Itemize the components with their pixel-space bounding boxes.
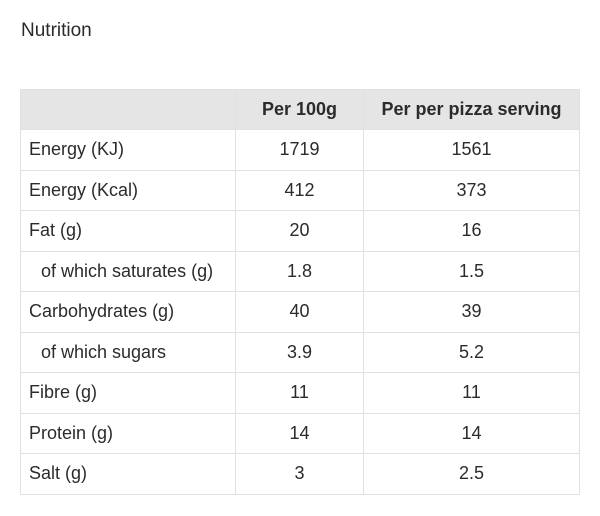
table-row: of which sugars 3.9 5.2 <box>20 331 580 373</box>
nutrient-label: Protein (g) <box>20 412 236 454</box>
value-per-100g: 412 <box>235 169 364 211</box>
value-per-serving: 1.5 <box>363 250 580 292</box>
value-per-serving: 5.2 <box>363 331 580 373</box>
value-per-serving: 1561 <box>363 129 580 171</box>
nutrient-label: Carbohydrates (g) <box>20 291 236 333</box>
table-row: Fat (g) 20 16 <box>20 210 580 252</box>
table-row: Carbohydrates (g) 40 39 <box>20 291 580 333</box>
table-row: of which saturates (g) 1.8 1.5 <box>20 250 580 292</box>
table-row: Fibre (g) 11 11 <box>20 372 580 414</box>
value-per-100g: 11 <box>235 372 364 414</box>
value-per-serving: 16 <box>363 210 580 252</box>
table-row: Protein (g) 14 14 <box>20 412 580 454</box>
nutrient-label: of which sugars <box>20 331 236 373</box>
table-row: Salt (g) 3 2.5 <box>20 453 580 495</box>
value-per-100g: 3.9 <box>235 331 364 373</box>
value-per-serving: 14 <box>363 412 580 454</box>
nutrient-label: Fibre (g) <box>20 372 236 414</box>
value-per-100g: 14 <box>235 412 364 454</box>
value-per-100g: 1.8 <box>235 250 364 292</box>
page-title: Nutrition <box>21 20 92 41</box>
table-header-row: Per 100g Per per pizza serving <box>20 89 580 130</box>
nutrient-label: of which saturates (g) <box>20 250 236 292</box>
value-per-serving: 2.5 <box>363 453 580 495</box>
header-blank <box>20 89 236 130</box>
value-per-100g: 1719 <box>235 129 364 171</box>
table-row: Energy (Kcal) 412 373 <box>20 169 580 211</box>
value-per-100g: 3 <box>235 453 364 495</box>
header-per-serving: Per per pizza serving <box>363 89 580 130</box>
value-per-serving: 39 <box>363 291 580 333</box>
table-row: Energy (KJ) 1719 1561 <box>20 129 580 171</box>
header-per-100g: Per 100g <box>235 89 364 130</box>
nutrient-label: Salt (g) <box>20 453 236 495</box>
nutrient-label: Energy (KJ) <box>20 129 236 171</box>
value-per-100g: 20 <box>235 210 364 252</box>
nutrient-label: Fat (g) <box>20 210 236 252</box>
value-per-serving: 11 <box>363 372 580 414</box>
nutrient-label: Energy (Kcal) <box>20 169 236 211</box>
nutrition-table: Per 100g Per per pizza serving Energy (K… <box>20 89 580 495</box>
value-per-100g: 40 <box>235 291 364 333</box>
value-per-serving: 373 <box>363 169 580 211</box>
